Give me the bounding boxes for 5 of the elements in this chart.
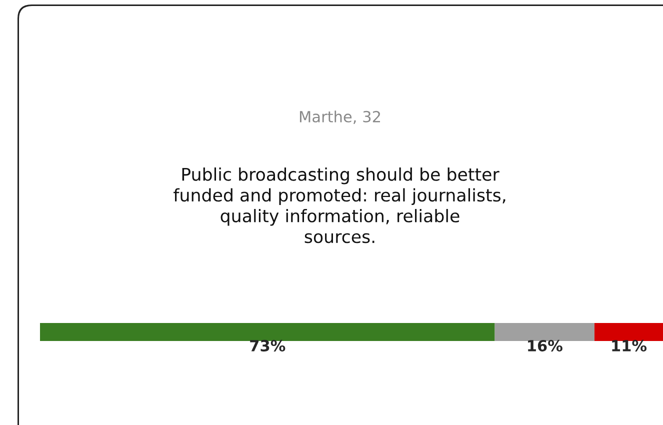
data-label: 16% <box>528 340 562 352</box>
data-label: 11% <box>612 340 647 352</box>
data-label: 73% <box>250 340 286 352</box>
chart-subtitle: Public broadcasting should be better funded and promoted: real journalists, quality information, reliable sources. <box>174 167 506 244</box>
chart-title: Marthe, 32 <box>300 110 380 124</box>
